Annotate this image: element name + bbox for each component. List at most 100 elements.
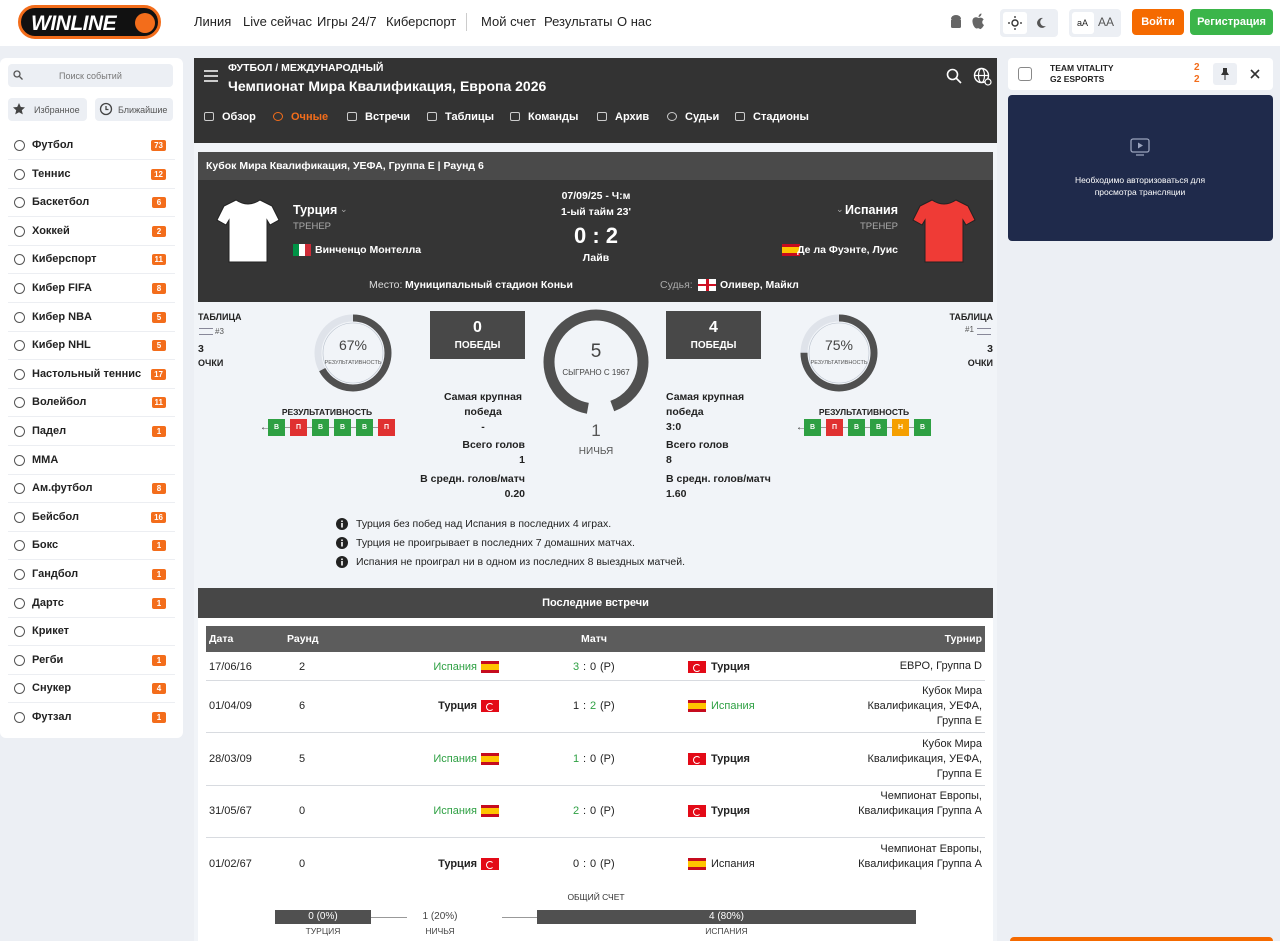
sport-item[interactable]: Кибер FIFA 8 bbox=[8, 275, 175, 303]
logo-ball bbox=[135, 13, 155, 33]
nav-link[interactable]: О нас bbox=[617, 14, 652, 29]
search-box[interactable]: Поиск событий bbox=[8, 64, 173, 87]
sport-item[interactable]: Дартс 1 bbox=[8, 590, 175, 618]
away-team[interactable]: Испания bbox=[845, 203, 898, 217]
sport-item[interactable]: Снукер 4 bbox=[8, 675, 175, 704]
sport-item[interactable]: Регби 1 bbox=[8, 647, 175, 675]
sport-item[interactable]: Кибер NBA 5 bbox=[8, 304, 175, 332]
form-arrow: ← bbox=[796, 422, 806, 433]
tournament: Чемпионат Европы, Квалификация Группа A bbox=[858, 843, 982, 870]
tab-icon bbox=[427, 112, 437, 121]
globe-icon[interactable] bbox=[973, 67, 992, 86]
sport-item[interactable]: Падел 1 bbox=[8, 418, 175, 446]
total-away-bar bbox=[537, 910, 916, 924]
sport-item[interactable]: MMA bbox=[8, 447, 175, 475]
tab-label: Команды bbox=[528, 111, 579, 123]
menu-icon[interactable] bbox=[204, 70, 218, 82]
total-home-label: ТУРЦИЯ bbox=[305, 926, 341, 936]
nearest-button[interactable]: Ближайшие bbox=[95, 98, 173, 121]
sport-item[interactable]: Бокс 1 bbox=[8, 532, 175, 561]
shape bbox=[105, 106, 109, 111]
sport-count: 1 bbox=[152, 540, 166, 552]
referee-label: Судья: bbox=[660, 279, 693, 291]
sport-item[interactable]: Волейбол 11 bbox=[8, 389, 175, 418]
ring-arc bbox=[800, 314, 878, 392]
nav-link[interactable]: Мой счет bbox=[481, 14, 536, 29]
search-icon bbox=[13, 70, 23, 80]
tab[interactable]: Обзор bbox=[204, 110, 256, 124]
date: 01/04/09 bbox=[209, 700, 252, 712]
nav-link[interactable]: Live сейчас bbox=[243, 14, 312, 29]
home-wins: 0 bbox=[473, 319, 482, 336]
flag bbox=[688, 661, 706, 673]
tab[interactable]: Стадионы bbox=[735, 110, 809, 124]
away: Испания bbox=[711, 858, 755, 870]
total-line bbox=[371, 917, 407, 918]
sport-item[interactable]: Бейсбол 16 bbox=[8, 504, 175, 532]
table-label: ТАБЛИЦА bbox=[198, 312, 242, 322]
sport-item[interactable]: Хоккей 2 bbox=[8, 218, 175, 246]
home-team[interactable]: Турция bbox=[293, 203, 338, 217]
sport-icon bbox=[14, 597, 25, 609]
flag bbox=[481, 805, 499, 817]
sport-item[interactable]: Настольный теннис 17 bbox=[8, 361, 175, 389]
register-button[interactable]: Регистрация bbox=[1190, 9, 1273, 35]
nav-link[interactable]: Киберспорт bbox=[386, 14, 457, 29]
login-button[interactable]: Войти bbox=[1132, 9, 1184, 35]
sport-item[interactable]: Баскетбол 6 bbox=[8, 189, 175, 218]
shape bbox=[984, 78, 992, 86]
stat-value: 1.60 bbox=[666, 488, 687, 500]
sport-name: Гандбол bbox=[32, 568, 79, 580]
shape bbox=[912, 199, 976, 263]
nearest-label: Ближайшие bbox=[118, 105, 168, 115]
column-header: Матч bbox=[581, 633, 607, 645]
nav-link[interactable]: Игры 24/7 bbox=[317, 14, 377, 29]
tab[interactable]: Встречи bbox=[347, 110, 410, 124]
tournament: Кубок Мира Квалификация, УЕФА, Группа E bbox=[867, 685, 982, 727]
nav-link[interactable]: Линия bbox=[194, 14, 232, 29]
sport-item[interactable]: Футбол 73 bbox=[8, 132, 175, 160]
apple-icon[interactable] bbox=[971, 13, 986, 30]
sport-item[interactable]: Кибер NHL 5 bbox=[8, 332, 175, 361]
sport-icon bbox=[14, 225, 25, 237]
sport-item[interactable]: Теннис 12 bbox=[8, 161, 175, 189]
logo[interactable]: WINLINE bbox=[18, 5, 161, 39]
note: (P) bbox=[600, 805, 615, 817]
sport-name: MMA bbox=[32, 453, 59, 466]
home: Испания bbox=[433, 753, 477, 765]
shape bbox=[341, 542, 343, 547]
shape bbox=[951, 19, 961, 28]
sport-icon bbox=[14, 197, 25, 209]
shape bbox=[951, 15, 961, 19]
sport-item[interactable]: Ам.футбол 8 bbox=[8, 475, 175, 504]
tab-active[interactable]: Очные bbox=[273, 110, 328, 124]
search-icon[interactable] bbox=[946, 68, 962, 84]
flag bbox=[688, 858, 706, 870]
sport-item[interactable]: Гандбол 1 bbox=[8, 561, 175, 589]
separator: : bbox=[583, 700, 587, 712]
nav-link[interactable]: Результаты bbox=[544, 14, 613, 29]
home-points: 3 bbox=[198, 343, 204, 355]
sport-count: 1 bbox=[152, 712, 166, 723]
sport-item[interactable]: Крикет bbox=[8, 618, 175, 647]
tab[interactable]: Команды bbox=[510, 110, 578, 124]
favorites-button[interactable]: Избранное bbox=[8, 98, 87, 121]
table-header bbox=[206, 626, 985, 652]
android-icon[interactable] bbox=[949, 14, 963, 30]
theme-toggle[interactable] bbox=[1000, 9, 1058, 37]
tab-label: Очные bbox=[291, 111, 329, 123]
away-score: 0 bbox=[590, 805, 597, 817]
sport-item[interactable]: Киберспорт 11 bbox=[8, 246, 175, 275]
sport-item[interactable]: Футзал 1 bbox=[8, 704, 175, 732]
tab[interactable]: Таблицы bbox=[427, 110, 494, 124]
home: Испания bbox=[433, 661, 477, 673]
tab[interactable]: Архив bbox=[597, 110, 649, 124]
close-button[interactable] bbox=[1250, 69, 1260, 79]
shape bbox=[341, 520, 343, 523]
sport-name: Бокс bbox=[32, 539, 59, 552]
sport-icon bbox=[14, 483, 25, 495]
tab[interactable]: Судьи bbox=[667, 110, 719, 124]
tab-icon bbox=[347, 112, 357, 121]
ring bbox=[543, 309, 649, 415]
font-toggle[interactable]: aA AA bbox=[1069, 9, 1121, 37]
